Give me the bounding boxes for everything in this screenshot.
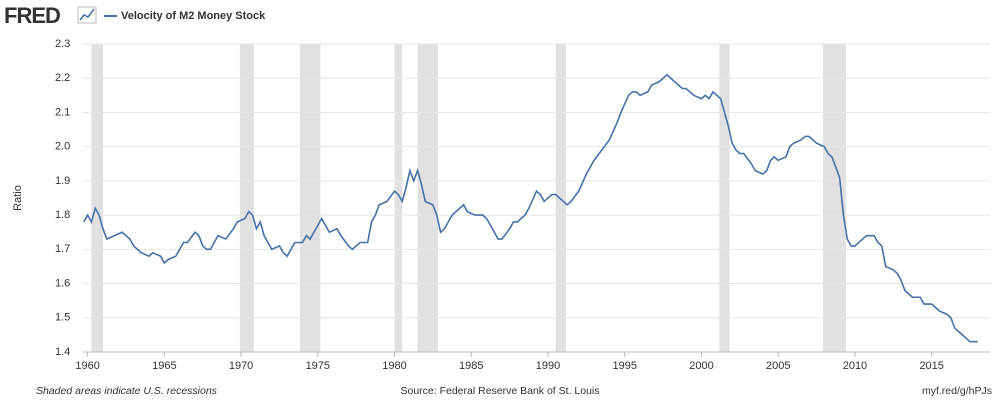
link[interactable]: myf.red/g/hPJs (922, 385, 992, 397)
y-tick-label: 1.7 (55, 243, 70, 255)
x-tick-label: 2000 (689, 360, 713, 372)
y-tick-label: 2.3 (55, 38, 70, 50)
y-tick-label: 1.8 (55, 209, 70, 221)
plot: 1.4 1.5 1.6 1.7 1.8 1.9 2.0 2.1 2.2 2.3 1960 1965 19… (55, 38, 990, 372)
x-tick-label: 1965 (152, 360, 176, 372)
legend-label: Velocity of M2 Money Stock (121, 10, 266, 22)
x-tick-label: 2015 (919, 360, 943, 372)
x-tick-label: 1980 (382, 360, 406, 372)
y-tick-label: 2.2 (55, 72, 70, 84)
logo-icon-line (79, 8, 95, 21)
source: Source: Federal Reserve Bank of St. Loui… (400, 385, 599, 397)
x-tick-label: 1985 (459, 360, 483, 372)
recession-band (91, 44, 103, 352)
x-tick-label: 2010 (843, 360, 867, 372)
note: Shaded areas indicate U.S. recessions (36, 385, 218, 397)
y-tick-label: 1.5 (55, 312, 70, 324)
y-tick-label: 2.0 (55, 141, 70, 153)
recession-band (719, 44, 730, 352)
recession-band (555, 44, 566, 352)
logo-icon (77, 6, 97, 24)
logo-text: FRED (4, 3, 60, 28)
x-tick-label: 1975 (306, 360, 330, 372)
recession-band (417, 44, 438, 352)
x-tick-label: 1990 (536, 360, 560, 372)
x-tick-label: 1960 (75, 360, 99, 372)
recession-band (394, 44, 403, 352)
recession-band (299, 44, 321, 352)
recession-band (239, 44, 254, 352)
y-axis-label: Ratio (12, 185, 24, 211)
y-tick-label: 1.9 (55, 175, 70, 187)
y-tick-label: 2.1 (55, 106, 70, 118)
logo: FRED (4, 3, 97, 28)
recession-band (823, 44, 847, 352)
y-tick-label: 1.4 (55, 346, 70, 358)
y-tick-label: 1.6 (55, 277, 70, 289)
series-line (83, 73, 978, 343)
x-tick-label: 1995 (613, 360, 637, 372)
x-tick-label: 1970 (229, 360, 253, 372)
x-tick-label: 2005 (766, 360, 790, 372)
